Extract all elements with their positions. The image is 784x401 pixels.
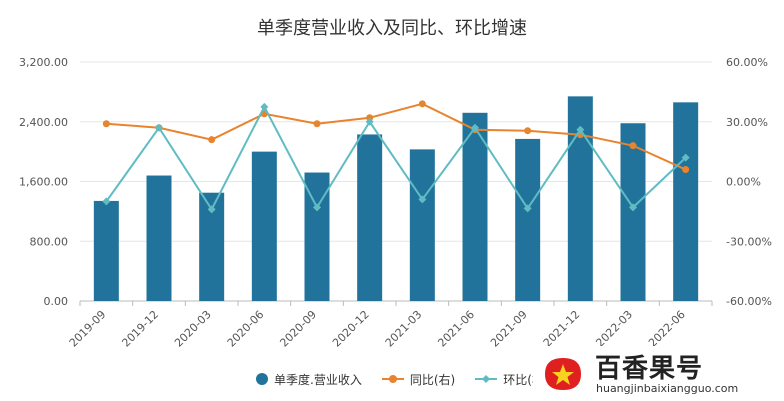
y2-tick-label: -30.00% (726, 235, 772, 248)
qoq-point (629, 203, 637, 212)
yoy-point (208, 136, 216, 144)
qoq-point (102, 197, 111, 206)
yoy-point (629, 142, 637, 150)
x-tick-label: 2022-03 (593, 308, 635, 350)
x-tick-label: 2022-06 (646, 308, 688, 350)
qoq-point (207, 205, 216, 214)
x-tick-label: 2019-09 (67, 308, 109, 350)
x-tick-label: 2020-06 (225, 308, 267, 350)
x-tick-label: 2020-03 (172, 308, 214, 350)
qoq-point (313, 203, 321, 212)
x-tick-label: 2021-09 (488, 308, 530, 350)
x-tick-label: 2020-12 (330, 308, 372, 350)
y-tick-label: 3,200.00 (19, 56, 68, 69)
qoq-point (681, 153, 690, 162)
bar (251, 151, 277, 301)
legend-label-revenue: 单季度.营业收入 (274, 372, 362, 387)
bar (409, 149, 435, 301)
bar (515, 138, 541, 301)
watermark-name: 百香果号 (595, 354, 704, 384)
qoq-line (105, 104, 687, 212)
yoy-point (313, 120, 321, 128)
legend-bar-marker-icon (256, 373, 268, 385)
y2-tick-label: 0.00% (726, 176, 761, 189)
bar (673, 102, 699, 301)
y2-tick-label: 30.00% (726, 116, 768, 129)
yoy-point (102, 120, 110, 128)
x-tick-label: 2021-06 (435, 308, 477, 350)
chart-title: 单季度营业收入及同比、环比增速 (257, 18, 527, 39)
bar (462, 112, 488, 301)
qoq-point (471, 123, 479, 132)
yoy-line (106, 102, 687, 171)
legend-line-marker-icon (475, 375, 498, 383)
yoy-point (418, 100, 426, 108)
x-tick-label: 2021-12 (541, 308, 583, 350)
y-tick-label: 1,600.00 (19, 176, 68, 189)
qoq-point (418, 195, 427, 204)
y-tick-label: 0.00 (44, 295, 69, 308)
x-tick-label: 2020-09 (277, 308, 319, 350)
qoq-point (260, 102, 269, 111)
legend-label-yoy: 同比(右) (409, 372, 456, 387)
qoq-point (576, 125, 585, 134)
bar (357, 134, 383, 301)
y-tick-label: 800.00 (30, 235, 69, 248)
x-tick-label: 2019-12 (119, 308, 161, 350)
qoq-point (365, 117, 374, 126)
legend-item-revenue[interactable]: 单季度.营业收入 (256, 371, 362, 388)
legend: 单季度.营业收入 同比(右) 环比(右) (256, 369, 569, 389)
qoq-point (155, 123, 163, 132)
watermark-url: huangjinbaixiangguo.com (596, 382, 739, 395)
yoy-point (682, 166, 690, 174)
qoq-point (523, 204, 532, 213)
x-tick-label: 2021-03 (383, 308, 425, 350)
bar (93, 200, 119, 301)
y-tick-label: 2,400.00 (19, 116, 68, 129)
watermark: 百香果号 huangjinbaixiangguo.com (533, 346, 784, 401)
legend-line-marker-icon (381, 375, 404, 383)
bar (146, 175, 172, 301)
y2-tick-label: -60.00% (726, 295, 772, 308)
watermark-logo-icon (545, 358, 581, 390)
legend-item-yoy[interactable]: 同比(右) (381, 371, 456, 388)
yoy-point (524, 127, 532, 135)
bar (620, 123, 646, 302)
y2-tick-label: 60.00% (726, 56, 768, 69)
